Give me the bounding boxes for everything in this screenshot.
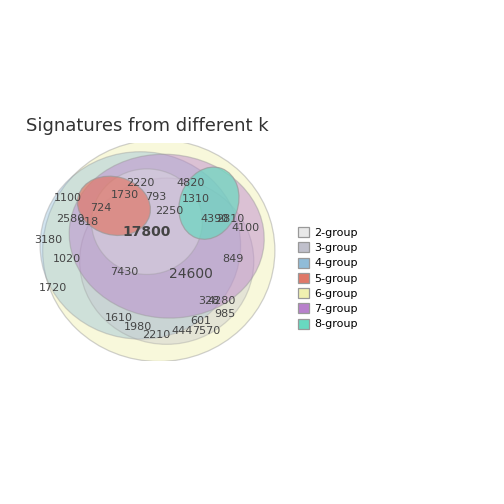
Text: 4390: 4390 [200,214,228,224]
Text: 818: 818 [77,217,98,227]
Legend: 2-group, 3-group, 4-group, 5-group, 6-group, 7-group, 8-group: 2-group, 3-group, 4-group, 5-group, 6-gr… [297,227,358,329]
Text: 724: 724 [90,204,111,214]
Text: 1020: 1020 [52,254,81,264]
Text: 1730: 1730 [110,191,139,200]
Text: 793: 793 [146,192,167,202]
Text: 444: 444 [172,326,193,336]
Text: 2810: 2810 [216,214,244,224]
Text: 2220: 2220 [126,178,155,188]
Ellipse shape [69,154,264,318]
Text: 849: 849 [222,254,243,264]
Text: 2250: 2250 [155,206,183,216]
Text: 601: 601 [191,316,212,326]
Ellipse shape [43,140,275,361]
Text: 4280: 4280 [208,296,236,306]
Ellipse shape [80,178,254,344]
Title: Signatures from different k: Signatures from different k [26,117,268,136]
Ellipse shape [40,152,240,339]
Ellipse shape [179,167,239,239]
Text: 2210: 2210 [142,330,170,340]
Text: 328: 328 [198,296,220,306]
Ellipse shape [92,169,202,274]
Text: 17800: 17800 [123,225,171,239]
Text: 2580: 2580 [56,214,85,224]
Text: 985: 985 [214,309,235,319]
Text: 4100: 4100 [232,223,260,233]
Text: 1980: 1980 [123,322,152,332]
Ellipse shape [78,176,150,235]
Text: 1100: 1100 [54,193,82,203]
Text: 7430: 7430 [110,267,139,277]
Text: 3180: 3180 [34,235,62,245]
Text: 1310: 1310 [182,194,210,204]
Text: 4820: 4820 [176,178,205,188]
Text: 7570: 7570 [192,326,220,336]
Text: 1720: 1720 [39,283,68,293]
Text: 24600: 24600 [168,268,212,281]
Text: 1610: 1610 [105,313,133,323]
